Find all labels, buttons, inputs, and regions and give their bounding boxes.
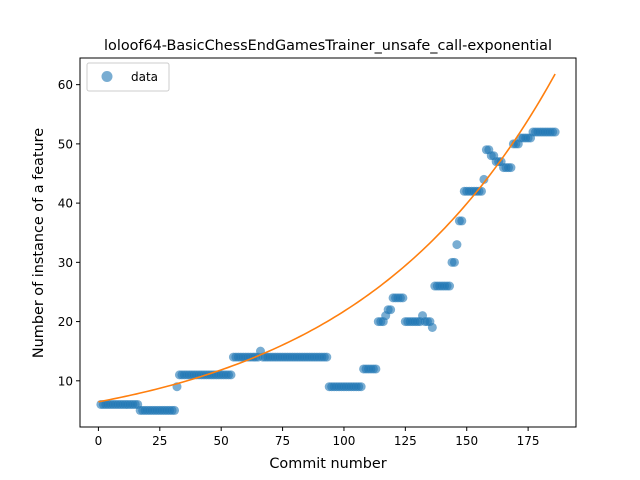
- y-axis-label: Number of instance of a feature: [31, 128, 47, 358]
- fit-curve: [98, 73, 556, 403]
- data-point: [457, 216, 467, 226]
- x-tick-label: 50: [214, 434, 229, 448]
- x-tick-label: 125: [394, 434, 417, 448]
- chart-title: loloof64-BasicChessEndGamesTrainer_unsaf…: [104, 38, 552, 54]
- x-tick-label: 75: [275, 434, 290, 448]
- plot-frame: [79, 57, 577, 428]
- y-tick-label: 50: [58, 137, 73, 151]
- plot-area: [96, 73, 560, 415]
- x-tick-label: 0: [95, 434, 103, 448]
- data-point: [226, 370, 236, 380]
- legend: data: [86, 62, 170, 92]
- data-point: [550, 127, 560, 137]
- data-point: [371, 364, 381, 374]
- data-point: [479, 174, 489, 184]
- legend-box: [86, 62, 170, 92]
- data-point: [398, 293, 408, 303]
- data-point: [322, 352, 332, 362]
- x-tick-label: 25: [152, 434, 167, 448]
- y-axis: 10 20 30 40 50 60: [58, 78, 80, 388]
- x-tick-label: 175: [517, 434, 540, 448]
- data-point: [170, 405, 180, 415]
- y-tick-label: 20: [58, 315, 73, 329]
- x-axis: 0 25 50 75 100 125 150 175: [95, 427, 540, 448]
- legend-label-data: data: [131, 70, 158, 84]
- data-point: [506, 163, 516, 173]
- legend-marker-data: [101, 71, 113, 82]
- y-tick-label: 30: [58, 256, 73, 270]
- data-point: [445, 281, 455, 291]
- data-point: [356, 382, 366, 392]
- y-tick-label: 10: [58, 374, 73, 388]
- data-point: [476, 186, 486, 196]
- y-tick-label: 40: [58, 197, 73, 211]
- x-axis-label: Commit number: [269, 456, 386, 472]
- data-point: [452, 240, 462, 250]
- data-point: [386, 305, 396, 315]
- data-point: [449, 257, 459, 267]
- y-tick-label: 60: [58, 78, 73, 92]
- x-tick-label: 100: [333, 434, 356, 448]
- x-tick-label: 150: [455, 434, 478, 448]
- data-point: [427, 322, 437, 332]
